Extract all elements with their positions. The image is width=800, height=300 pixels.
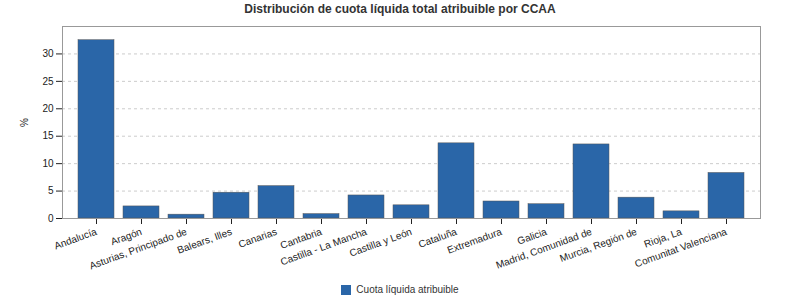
svg-text:Extremadura: Extremadura <box>446 226 504 256</box>
svg-text:20: 20 <box>42 103 54 114</box>
svg-text:25: 25 <box>42 76 54 87</box>
svg-text:Asturias, Principado de: Asturias, Principado de <box>88 226 189 272</box>
svg-text:Cataluña: Cataluña <box>416 225 459 250</box>
svg-text:Comunitat Valenciana: Comunitat Valenciana <box>633 226 728 270</box>
svg-text:15: 15 <box>42 130 54 141</box>
svg-text:Cantabria: Cantabria <box>278 225 324 251</box>
svg-text:Castilla y León: Castilla y León <box>348 226 413 259</box>
html-text:Cuota líquida atribuible: Cuota líquida atribuible <box>356 284 459 295</box>
svg-text:Aragón: Aragón <box>109 225 144 248</box>
svg-text:Galicia: Galicia <box>515 225 549 247</box>
svg-text:Rioja, La: Rioja, La <box>642 225 684 250</box>
svg-text:Balears, Illes: Balears, Illes <box>176 226 234 256</box>
svg-text:Andalucía: Andalucía <box>53 226 99 252</box>
svg-text:0: 0 <box>48 213 54 224</box>
svg-text:Castilla - La Mancha: Castilla - La Mancha <box>278 225 369 268</box>
svg-text:30: 30 <box>42 48 54 59</box>
svg-text:Canarias: Canarias <box>237 226 278 250</box>
svg-text:5: 5 <box>48 185 54 196</box>
svg-text:Murcia, Región de: Murcia, Región de <box>558 226 638 264</box>
svg-text:10: 10 <box>42 158 54 169</box>
svg-text:%: % <box>19 118 30 127</box>
html-text:Distribución de cuota líquida: Distribución de cuota líquida total atri… <box>244 2 556 16</box>
svg-text:Madrid, Comunidad de: Madrid, Comunidad de <box>494 225 594 271</box>
